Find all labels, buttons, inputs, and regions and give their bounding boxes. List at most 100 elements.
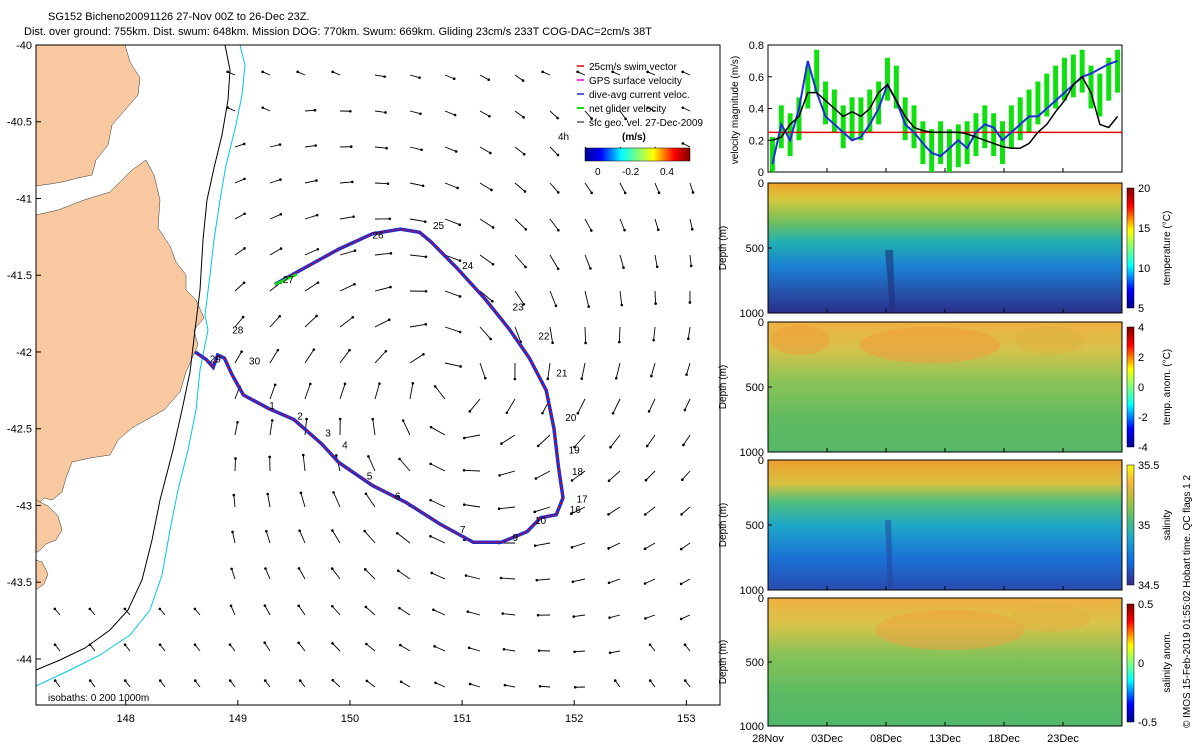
day-label: 4 [342,441,348,452]
velocity-arrow [409,218,426,223]
velocity-arrow-head [279,247,283,250]
velocity-arrow [514,290,525,305]
velocity-arrow-head [315,314,318,318]
velocity-arrow [229,644,236,652]
velocity-arrow [230,605,236,616]
velocity-arrow-head [643,547,647,551]
velocity-arrow [514,74,524,81]
velocity-arrow-head [679,617,683,621]
velocity-arrow [304,419,308,436]
velocity-arrow [687,326,691,339]
velocity-arrow [584,254,591,269]
velocity-arrow-head [264,567,267,570]
velocity-arrow [645,614,656,619]
velocity-arrow-head [646,106,650,109]
velocity-arrow-head [378,382,381,385]
credit-text: © IMOS 15-Feb-2019 01:55:02 Hobart time.… [1182,475,1193,728]
velocity-arrow [89,644,96,652]
velocity-arrow [479,218,494,228]
velocity-arrow [264,642,271,652]
velocity-arrow-head [490,299,494,303]
section-ytick-label: 1000 [740,308,764,320]
velocity-arrow [339,283,355,292]
temp-anomaly-warm-patch [860,327,1000,363]
velocity-arrow-head [462,503,466,506]
colorbar-tick-label: 35.5 [1138,460,1159,472]
velocity-arrow-head [522,152,526,156]
track-swim-vectors [194,228,564,544]
velocity-arrow [264,680,271,688]
temperature-field [768,183,1122,313]
velocity-arrow-head [687,337,690,341]
velocity-arrow [577,398,586,414]
velocity-arrow [89,608,96,616]
colorbar-label: temp. anom. (°C) [1162,349,1173,425]
velocity-arrow [402,420,411,436]
velocity-arrow-head [556,267,560,271]
velocity-arrow-head [462,436,466,440]
velocity-arrow-head [551,341,554,345]
velocity-arrow-head [53,679,57,682]
velocity-arrow-head [681,106,685,109]
velocity-arrow [680,542,691,550]
velocity-arrow-head [331,642,334,645]
velocity-arrow [682,71,691,76]
velocity-arrow [479,290,493,302]
velocity-arrow [648,398,656,412]
section-ylabel: Depth (m) [718,640,729,684]
velocity-arrow [298,568,306,580]
velocity-arrow-head [623,191,627,195]
velocity-arrow [265,568,271,580]
velocity-arrow [269,349,279,364]
velocity-arrow [584,290,590,307]
velocity-arrow [503,648,516,652]
velocity-arrow-head [314,144,317,147]
day-label: 7 [460,525,466,536]
velocity-arrow-head [236,420,239,424]
velocity-arrow-head [573,650,576,654]
velocity-arrow-head [387,318,391,322]
velocity-arrow-head [364,492,368,496]
velocity-arrow [269,144,281,148]
velocity-arrow [262,107,271,112]
velocity-arrow [619,182,626,194]
velocity-arrow [514,146,525,155]
velocity-arrow-head [270,419,274,422]
velocity-arrow-head [305,417,308,421]
velocity-arrow-head [263,679,267,682]
velocity-arrow-head [241,315,245,319]
velocity-arrow-head [384,111,387,114]
velocity-arrow-head [312,348,316,351]
velocity-arrow [571,470,586,481]
velocity-arrow [514,182,526,192]
section-ytick-label: 0 [758,178,764,190]
velocity-arrow [430,463,446,472]
day-label: 3 [325,428,331,439]
velocity-arrow-head [680,478,684,482]
velocity-arrow-head [123,607,127,611]
velocity-arrow [430,535,446,544]
velocity-arrow-head [680,513,683,516]
velocity-arrow-head [298,529,301,533]
velocity-sfc-line [772,75,1119,149]
colorbar-tick-label: 34.5 [1138,580,1159,592]
velocity-arrow [269,179,281,184]
velocity-arrow-head [624,117,627,121]
velocity-arrow [581,362,586,379]
velocity-arrow [444,362,461,367]
velocity-arrow [536,578,551,581]
section-ytick-label: 500 [746,243,764,255]
velocity-arrow-head [541,411,544,415]
velocity-arrow [689,182,694,193]
velocity-arrow-head [399,680,403,684]
velocity-arrow [463,469,481,472]
velocity-arrow-head [644,617,647,620]
velocity-arrow-head [348,348,351,352]
velocity-arrow [619,290,623,306]
colorbar-tick-label: 15 [1138,223,1150,235]
velocity-arrow [682,107,691,112]
velocity-arrow [479,182,492,191]
velocity-arrow-head [488,114,491,118]
velocity-arrow [339,216,354,220]
